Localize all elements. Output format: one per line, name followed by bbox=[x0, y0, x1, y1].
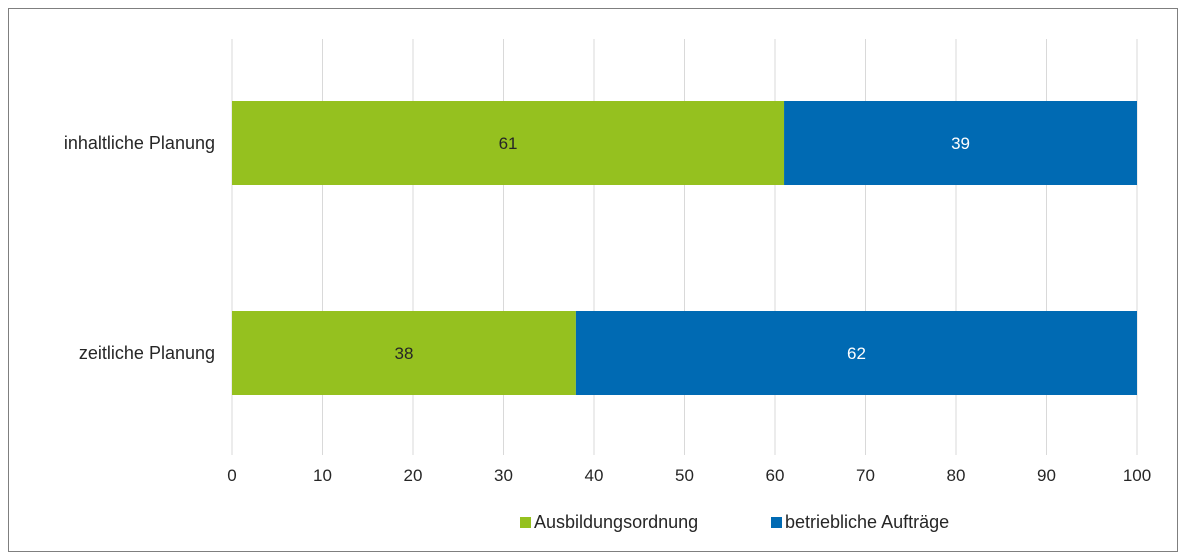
x-tick-label: 60 bbox=[766, 466, 785, 485]
x-tick-label: 100 bbox=[1123, 466, 1151, 485]
legend-label: betriebliche Aufträge bbox=[785, 512, 949, 532]
legend-swatch bbox=[771, 517, 782, 528]
legend-swatch bbox=[520, 517, 531, 528]
x-tick-label: 40 bbox=[585, 466, 604, 485]
legend-label: Ausbildungsordnung bbox=[534, 512, 698, 532]
data-label: 62 bbox=[847, 344, 866, 363]
stacked-bar-chart: 61 39 38 62 inhaltliche Planung zeitliche Pl… bbox=[64, 39, 1151, 532]
x-axis-ticks: 0 10 20 30 40 50 60 70 80 90 100 bbox=[227, 466, 1151, 485]
category-label: zeitliche Planung bbox=[79, 343, 215, 363]
x-tick-label: 70 bbox=[856, 466, 875, 485]
bar-segment bbox=[575, 311, 1137, 395]
legend: Ausbildungsordnung betriebliche Aufträge bbox=[520, 512, 949, 532]
x-tick-label: 50 bbox=[675, 466, 694, 485]
x-tick-label: 20 bbox=[404, 466, 423, 485]
bar-segment bbox=[784, 101, 1137, 185]
chart-frame: 61 39 38 62 inhaltliche Planung zeitliche Pl… bbox=[8, 8, 1178, 552]
x-tick-label: 80 bbox=[947, 466, 966, 485]
bar-segment bbox=[232, 101, 785, 185]
x-tick-label: 10 bbox=[313, 466, 332, 485]
x-tick-label: 90 bbox=[1037, 466, 1056, 485]
category-labels: inhaltliche Planung zeitliche Planung bbox=[64, 133, 215, 363]
data-label: 61 bbox=[499, 134, 518, 153]
data-label: 38 bbox=[394, 344, 413, 363]
x-tick-label: 0 bbox=[227, 466, 236, 485]
data-label: 39 bbox=[951, 134, 970, 153]
x-tick-label: 30 bbox=[494, 466, 513, 485]
bars bbox=[232, 101, 1137, 395]
category-label: inhaltliche Planung bbox=[64, 133, 215, 153]
data-labels: 61 39 38 62 bbox=[394, 134, 969, 363]
bar-segment bbox=[232, 311, 576, 395]
